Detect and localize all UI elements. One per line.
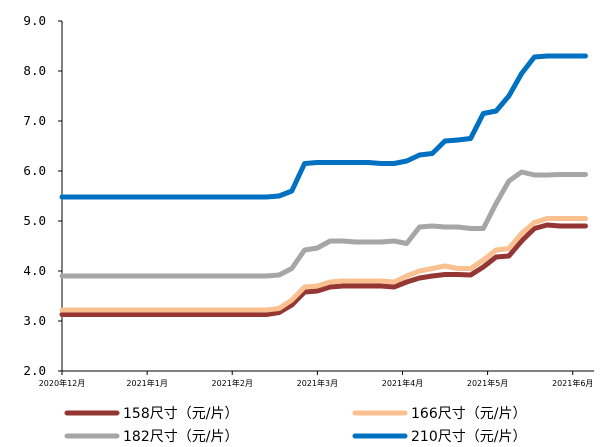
y-tick-label: 7.0	[23, 113, 46, 128]
axes: 2.0 3.0 4.0 5.0 6.0 7.0 8.0 9.0 2020年12月 2021年1月 2…	[23, 13, 594, 388]
x-tick-label: 2021年1月	[126, 378, 167, 388]
legend-item-166: 166尺寸（元/片）	[352, 406, 526, 422]
legend-label: 182尺寸（元/片）	[123, 429, 238, 445]
legend-label: 158尺寸（元/片）	[123, 406, 238, 422]
x-tick-label: 2020年12月	[39, 378, 86, 388]
x-tick-label: 2021年4月	[382, 378, 423, 388]
legend-label: 166尺寸（元/片）	[411, 406, 526, 422]
legend-label: 210尺寸（元/片）	[411, 429, 526, 445]
y-tick-label: 8.0	[23, 63, 46, 78]
legend-item-158: 158尺寸（元/片）	[64, 406, 238, 422]
series-line-210	[59, 53, 588, 200]
legend-item-182: 182尺寸（元/片）	[64, 429, 238, 445]
series-line-182	[59, 169, 588, 279]
legend: 158尺寸（元/片） 166尺寸（元/片） 182尺寸（元/片） 210尺寸（元/片）	[64, 406, 526, 445]
y-tick-label: 5.0	[23, 213, 46, 228]
y-tick-label: 4.0	[23, 263, 46, 278]
y-tick-label: 9.0	[23, 13, 46, 28]
y-tick-label: 2.0	[23, 363, 46, 378]
x-tick-label: 2021年3月	[297, 378, 338, 388]
x-tick-label: 2021年6月	[552, 378, 593, 388]
x-tick-label: 2021年2月	[212, 378, 253, 388]
y-tick-label: 3.0	[23, 313, 46, 328]
y-tick-label: 6.0	[23, 163, 46, 178]
legend-item-210: 210尺寸（元/片）	[352, 429, 526, 445]
series-layer	[59, 53, 588, 317]
series-line-166	[59, 216, 588, 313]
x-tick-label: 2021年5月	[467, 378, 508, 388]
series-line-158	[59, 222, 588, 317]
